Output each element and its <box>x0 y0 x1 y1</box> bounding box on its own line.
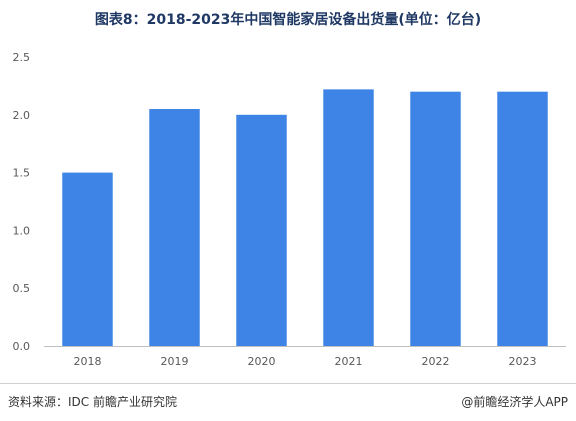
credit-note: @前瞻经济学人APP <box>461 395 568 409</box>
source-note: 资料来源：IDC 前瞻产业研究院 <box>8 395 177 409</box>
y-tick-label: 1.5 <box>13 167 31 180</box>
bar-2022 <box>410 91 461 347</box>
chart-title: 图表8：2018-2023年中国智能家居设备出货量(单位：亿台) <box>94 12 482 28</box>
bar-2023 <box>497 91 548 347</box>
bar-2018 <box>62 172 113 346</box>
y-tick-label: 2.5 <box>13 51 31 64</box>
y-tick-label: 0.0 <box>13 340 31 353</box>
x-tick-label: 2021 <box>335 355 363 368</box>
y-tick-label: 2.0 <box>13 109 31 122</box>
bar-2021 <box>323 89 374 347</box>
y-tick-label: 0.5 <box>13 282 31 295</box>
y-tick-label: 1.0 <box>13 224 31 237</box>
footer-divider <box>0 383 576 384</box>
x-tick-label: 2018 <box>74 355 102 368</box>
y-axis-ticks: 0.0 0.5 1.0 1.5 2.0 2.5 <box>13 51 31 353</box>
bar-2019 <box>149 109 200 347</box>
x-tick-label: 2020 <box>248 355 276 368</box>
bar-chart: 0.00.51.01.52.02.5 2018 2019 2020 2021 2022 2… <box>13 51 566 368</box>
x-tick-label: 2019 <box>161 355 189 368</box>
bars-group <box>62 89 548 347</box>
x-tick-label: 2022 <box>422 355 450 368</box>
x-axis-ticks: 2018 2019 2020 2021 2022 2023 <box>74 355 537 368</box>
x-tick-label: 2023 <box>509 355 537 368</box>
bar-2020 <box>236 114 287 346</box>
